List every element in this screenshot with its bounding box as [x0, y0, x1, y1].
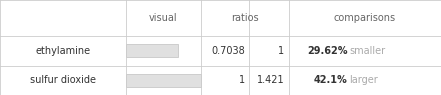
Text: comparisons: comparisons — [334, 13, 396, 23]
Bar — [126, 74, 201, 87]
Text: ethylamine: ethylamine — [35, 46, 90, 56]
Text: 1: 1 — [239, 75, 245, 85]
Text: 1.421: 1.421 — [257, 75, 284, 85]
Text: smaller: smaller — [349, 46, 385, 56]
Text: larger: larger — [349, 75, 378, 85]
Text: 29.62%: 29.62% — [307, 46, 348, 56]
Text: 42.1%: 42.1% — [314, 75, 348, 85]
Text: visual: visual — [149, 13, 177, 23]
Text: ratios: ratios — [231, 13, 258, 23]
Text: 0.7038: 0.7038 — [211, 46, 245, 56]
Text: 1: 1 — [278, 46, 284, 56]
Text: sulfur dioxide: sulfur dioxide — [30, 75, 96, 85]
Bar — [126, 44, 179, 57]
